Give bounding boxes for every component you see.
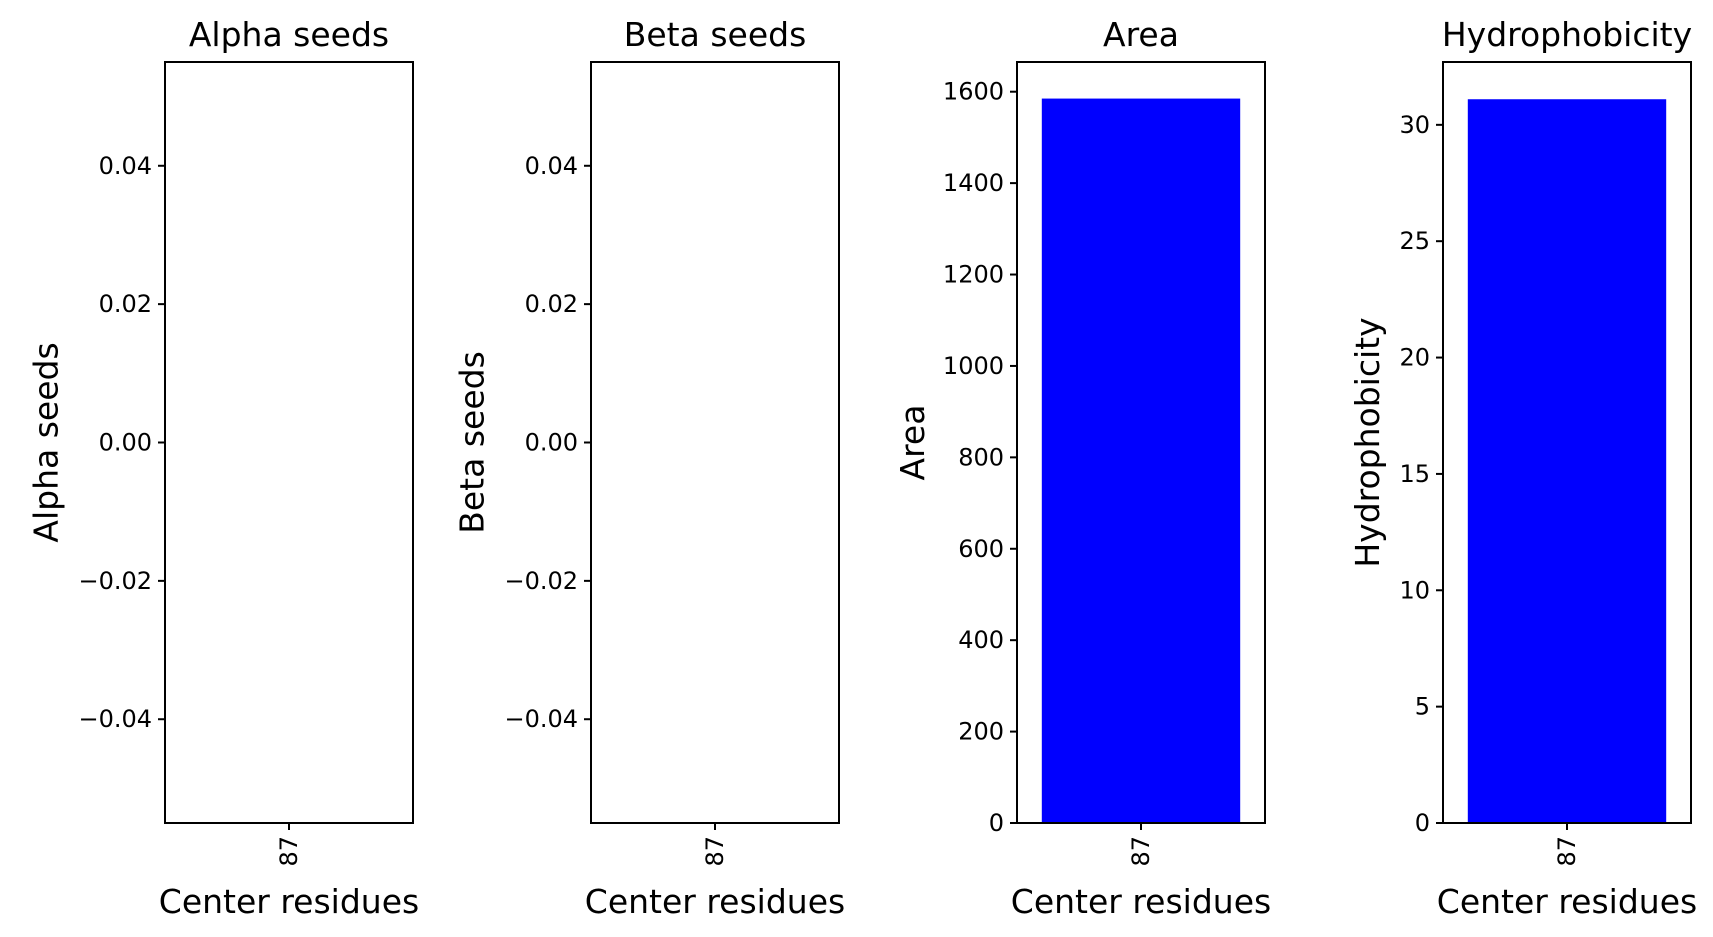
y-tick-label: 0.00: [525, 429, 578, 457]
y-tick-label: 5: [1415, 693, 1430, 721]
y-tick-label: −0.04: [504, 705, 578, 733]
panel-title: Beta seeds: [624, 15, 807, 54]
y-tick-label: 1400: [943, 169, 1004, 197]
y-axis-label: Hydrophobicity: [1348, 317, 1387, 567]
y-tick-label: 0.02: [99, 290, 152, 318]
y-tick-label: 15: [1399, 460, 1430, 488]
y-axis-label: Alpha seeds: [27, 342, 66, 542]
y-tick-label: 0.04: [525, 152, 578, 180]
x-axis-label: Center residues: [585, 882, 845, 921]
panel-title: Hydrophobicity: [1442, 15, 1692, 54]
x-axis-label: Center residues: [1437, 882, 1697, 921]
y-axis-label: Beta seeds: [453, 351, 492, 534]
y-tick-label: 0.04: [99, 152, 152, 180]
y-tick-label: 10: [1399, 576, 1430, 604]
y-tick-label: 200: [958, 718, 1004, 746]
y-tick-label: −0.02: [504, 567, 578, 595]
bar-87: [1467, 99, 1667, 823]
y-axis-label: Area: [893, 405, 932, 481]
y-tick-label: 800: [958, 443, 1004, 471]
panel-title: Area: [1103, 15, 1179, 54]
x-tick-label: 87: [1553, 836, 1581, 867]
y-tick-label: 0: [989, 809, 1004, 837]
x-axis-label: Center residues: [1011, 882, 1271, 921]
y-tick-label: 1600: [943, 78, 1004, 106]
y-tick-label: 400: [958, 626, 1004, 654]
x-axis-label: Center residues: [159, 882, 419, 921]
chart-panel-3: 0 200 400 600 800 1000 1200 1400 1600 87 Area Cente…: [893, 15, 1271, 921]
y-tick-label: 0: [1415, 809, 1430, 837]
bar-87: [1041, 98, 1241, 823]
y-tick-label: 25: [1399, 227, 1430, 255]
chart-panel-2: −0.04 −0.02 0.00 0.02 0.04 87 Beta seeds Center…: [453, 15, 846, 921]
y-tick-label: 0.02: [525, 290, 578, 318]
y-tick-label: −0.04: [78, 705, 152, 733]
chart-panel-1: −0.04 −0.02 0.00 0.02 0.04 87 Alpha seeds Cente…: [27, 15, 420, 921]
x-tick-label: 87: [275, 836, 303, 867]
chart-panel-4: 0 5 10 15 20 25 30 87 Hydrophobicity Center resid…: [1348, 15, 1697, 921]
panel-title: Alpha seeds: [189, 15, 389, 54]
axes-frame: [164, 61, 414, 824]
y-tick-label: 1200: [943, 261, 1004, 289]
y-tick-label: 1000: [943, 352, 1004, 380]
y-tick-label: 20: [1399, 344, 1430, 372]
y-tick-label: −0.02: [78, 567, 152, 595]
x-tick-label: 87: [701, 836, 729, 867]
y-tick-label: 30: [1399, 111, 1430, 139]
axes-frame: [590, 61, 840, 824]
y-tick-label: 0.00: [99, 429, 152, 457]
x-tick-label: 87: [1127, 836, 1155, 867]
y-tick-label: 600: [958, 535, 1004, 563]
